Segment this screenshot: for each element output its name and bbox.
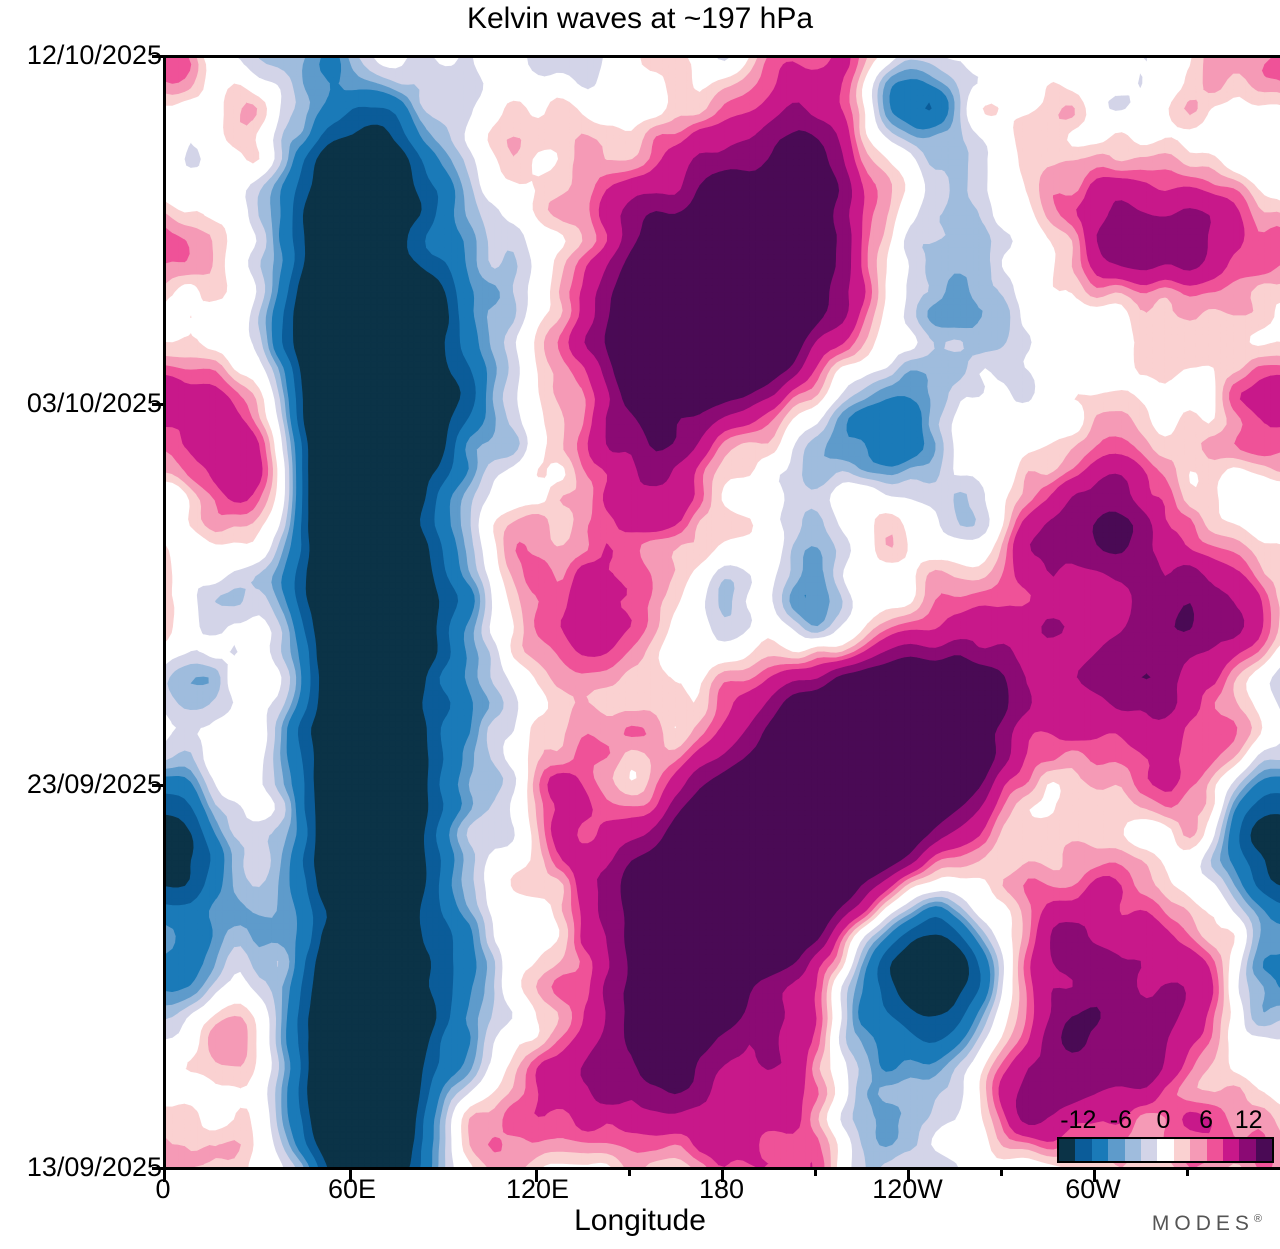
x-tick-label-1: 60E [327, 1174, 377, 1204]
colorbar-swatch-8 [1190, 1139, 1207, 1161]
colorbar-swatches [1057, 1137, 1274, 1163]
contour-band-0 [166, 123, 1280, 1170]
x-tick-label-2: 120E [505, 1174, 570, 1204]
watermark-text: MODES [1151, 1212, 1254, 1235]
x-tick-label-4: 120W [872, 1174, 943, 1204]
x-tick-mark-4 [907, 1167, 910, 1182]
x-tick-mark-minor-4 [1000, 1167, 1003, 1176]
plot-area [163, 55, 1280, 1170]
colorbar-swatch-6 [1157, 1139, 1174, 1161]
modes-watermark: MODES® [1152, 1212, 1262, 1236]
colorbar-swatch-3 [1108, 1139, 1125, 1161]
x-tick-mark-minor-2 [628, 1167, 631, 1176]
page-title: Kelvin waves at ~197 hPa [466, 2, 814, 35]
y-tick-mark-2 [152, 784, 166, 787]
x-tick-mark-minor-5 [1186, 1167, 1189, 1176]
x-tick-mark-1 [349, 1167, 352, 1182]
y-tick-mark-0 [152, 55, 166, 58]
colorbar-tick-1: -6 [1109, 1106, 1132, 1134]
colorbar-swatch-11 [1239, 1139, 1256, 1161]
x-tick-mark-0 [163, 1167, 166, 1182]
y-tick-mark-1 [152, 403, 166, 406]
x-tick-label-5: 60W [1065, 1174, 1121, 1204]
colorbar-swatch-7 [1173, 1139, 1191, 1161]
x-tick-mark-3 [721, 1167, 724, 1182]
colorbar-swatch-10 [1222, 1139, 1240, 1161]
colorbar-swatch-0 [1059, 1139, 1076, 1161]
contour-band-12 [604, 130, 1195, 1095]
colorbar-swatch-1 [1075, 1139, 1092, 1161]
colorbar-swatch-12 [1255, 1139, 1273, 1161]
colorbar-swatch-4 [1124, 1139, 1141, 1161]
y-tick-label-1: 03/10/2025 [26, 388, 162, 418]
colorbar: -12 -6 0 6 12 [1057, 1106, 1274, 1164]
colorbar-swatch-5 [1140, 1139, 1158, 1161]
colorbar-swatch-2 [1091, 1139, 1109, 1161]
contour-band-11 [580, 102, 1245, 1126]
x-tick-label-3: 180 [698, 1174, 745, 1204]
y-tick-label-0: 12/10/2025 [26, 40, 162, 70]
contour-band-5 [166, 58, 1280, 1170]
colorbar-tick-4: 12 [1234, 1106, 1263, 1134]
x-tick-mark-2 [535, 1167, 538, 1182]
colorbar-tick-labels: -12 -6 0 6 12 [1057, 1106, 1272, 1137]
x-tick-label-0: 0 [155, 1174, 171, 1204]
colorbar-tick-0: -12 [1060, 1106, 1097, 1134]
x-axis-title: Longitude [574, 1204, 706, 1237]
x-tick-mark-5 [1093, 1167, 1096, 1182]
colorbar-tick-3: 6 [1199, 1106, 1214, 1134]
y-tick-label-2: 23/09/2025 [26, 769, 162, 799]
y-tick-label-3: 13/09/2025 [26, 1152, 162, 1182]
contour-band-10 [166, 58, 1280, 1170]
registered-mark-icon: ® [1253, 1213, 1262, 1225]
colorbar-tick-2: 0 [1156, 1106, 1171, 1134]
x-tick-mark-minor-3 [814, 1167, 817, 1176]
colorbar-swatch-9 [1206, 1139, 1223, 1161]
contour-plot [166, 58, 1280, 1170]
y-tick-mark-3 [152, 1167, 166, 1170]
